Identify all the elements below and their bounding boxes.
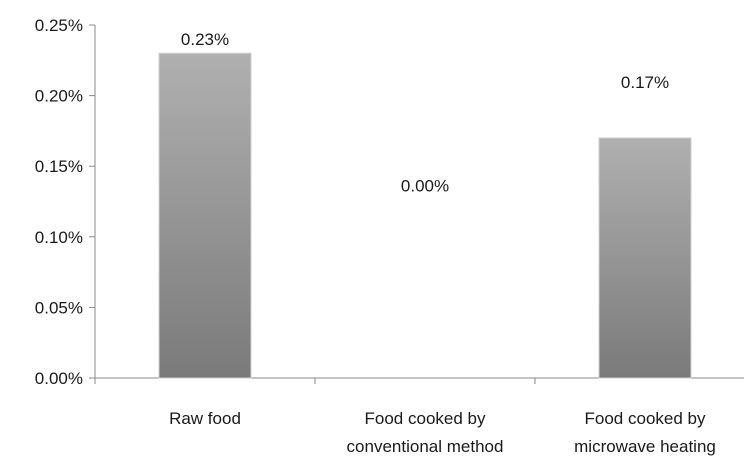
category-labels: Raw food Food cooked by conventional metho… xyxy=(169,409,716,456)
category-label: conventional method xyxy=(347,437,504,456)
x-axis xyxy=(94,377,744,384)
y-tick-label: 0.00% xyxy=(35,369,83,388)
category-label: Food cooked by xyxy=(365,409,486,428)
y-axis: 0.00% 0.05% 0.10% 0.15% 0.20% 0.25% xyxy=(35,16,96,388)
bar xyxy=(598,137,692,379)
y-tick-label: 0.05% xyxy=(35,298,83,317)
data-label: 0.00% xyxy=(401,177,449,196)
y-tick-label: 0.10% xyxy=(35,228,83,247)
y-tick-label: 0.25% xyxy=(35,16,83,35)
bar xyxy=(158,52,252,379)
category-label: Raw food xyxy=(169,409,241,428)
y-tick-label: 0.15% xyxy=(35,157,83,176)
category-label: microwave heating xyxy=(574,437,716,456)
data-labels: 0.23% 0.00% 0.17% xyxy=(181,30,669,195)
data-label: 0.23% xyxy=(181,30,229,49)
y-tick-label: 0.20% xyxy=(35,87,83,106)
bars xyxy=(158,52,692,379)
data-label: 0.17% xyxy=(621,73,669,92)
category-label: Food cooked by xyxy=(585,409,706,428)
